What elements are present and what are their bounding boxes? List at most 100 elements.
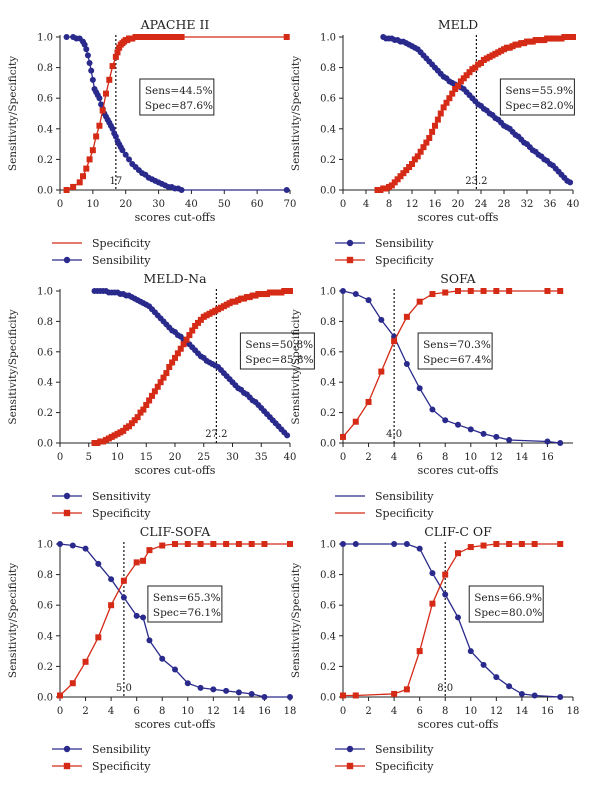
- data-point-specificity: [183, 336, 190, 343]
- y-tick-label: 0.0: [37, 439, 53, 450]
- y-tick-label: 0.4: [320, 124, 336, 135]
- data-point-specificity: [137, 409, 144, 416]
- annotation-sens: Sens=66.9%: [474, 592, 542, 604]
- y-axis-label: Sensitivity/Specificity: [7, 309, 19, 424]
- data-point-specificity: [146, 547, 153, 554]
- y-tick-label: 1.0: [320, 33, 336, 44]
- data-point-specificity: [391, 338, 398, 345]
- data-point-sensitivity: [82, 545, 89, 552]
- x-tick-label: 10: [181, 706, 194, 717]
- x-tick-label: 25: [197, 452, 210, 463]
- x-tick-label: 8: [159, 706, 165, 717]
- data-point-specificity: [397, 173, 404, 180]
- data-point-specificity: [455, 288, 461, 294]
- x-axis-label: scores cut-offs: [418, 211, 499, 224]
- x-tick-label: 6: [133, 706, 139, 717]
- x-tick-label: 16: [541, 452, 554, 463]
- data-point-specificity: [478, 60, 484, 67]
- data-point-specificity: [149, 392, 155, 399]
- y-tick-label: 0.4: [37, 124, 53, 135]
- data-point-specificity: [197, 541, 204, 547]
- data-point-specificity: [83, 165, 90, 172]
- annotation-spec: Spec=85.8%: [245, 354, 313, 366]
- y-tick-label: 0.0: [37, 693, 53, 704]
- data-point-specificity: [197, 316, 204, 323]
- data-point-sensitivity: [467, 426, 474, 433]
- data-point-specificity: [158, 34, 165, 40]
- data-point-sensitivity: [378, 316, 385, 323]
- annotation-spec: Spec=87.6%: [145, 100, 213, 112]
- data-point-specificity: [99, 107, 106, 114]
- data-point-specificity: [139, 34, 146, 40]
- series-line-sens: [342, 290, 561, 444]
- chart-title: CLIF-SOFA: [140, 524, 212, 539]
- data-point-specificity: [446, 95, 453, 102]
- data-point-specificity: [172, 34, 178, 40]
- data-point-sensitivity: [455, 614, 461, 621]
- annotation-sens: Sens=50.8%: [245, 339, 313, 351]
- data-point-sensitivity: [506, 436, 513, 443]
- data-point-specificity: [557, 541, 564, 547]
- data-point-specificity: [106, 76, 113, 83]
- data-point-specificity: [154, 383, 161, 390]
- data-point-specificity: [184, 541, 191, 547]
- data-point-specificity: [175, 34, 182, 40]
- data-point-sensitivity: [112, 133, 119, 140]
- y-tick-label: 0.0: [37, 186, 53, 197]
- x-tick-label: 12: [490, 452, 503, 463]
- y-tick-label: 0.8: [37, 570, 53, 581]
- chart-title: SOFA: [440, 271, 476, 286]
- data-point-specificity: [414, 153, 421, 160]
- x-tick-label: 20: [119, 199, 132, 210]
- legend-label: Specificity: [92, 507, 151, 520]
- data-point-specificity: [420, 144, 427, 151]
- x-axis-label: scores cut-offs: [418, 718, 499, 731]
- data-point-specificity: [165, 34, 172, 40]
- y-tick-label: 0.8: [37, 317, 53, 328]
- data-point-specificity: [531, 541, 538, 547]
- data-point-sensitivity: [86, 60, 93, 67]
- data-point-sensitivity: [261, 694, 268, 700]
- data-point-sensitivity: [69, 542, 76, 549]
- data-point-specificity: [140, 406, 147, 413]
- data-point-sensitivity: [223, 687, 230, 694]
- data-point-specificity: [340, 433, 346, 440]
- data-point-specificity: [128, 420, 135, 427]
- data-point-specificity: [70, 183, 77, 190]
- x-tick-label: 0: [57, 706, 63, 717]
- x-axis-label: scores cut-offs: [418, 464, 499, 477]
- data-point-specificity: [80, 173, 86, 180]
- x-tick-label: 10: [464, 706, 477, 717]
- y-tick-label: 0.2: [37, 662, 53, 673]
- chart-panel-2: MELD 0.0 0.2 0.4 0.6 0.8 1.0 0 4 8 12 16 20 24 28 32 36 4…: [290, 17, 579, 267]
- data-point-specificity: [168, 34, 175, 40]
- data-point-specificity: [403, 167, 410, 174]
- y-tick-label: 0.8: [320, 570, 336, 581]
- data-point-specificity: [480, 542, 487, 549]
- x-tick-label: 8: [442, 706, 448, 717]
- legend-marker-specificity: [346, 762, 354, 770]
- data-point-sensitivity: [210, 686, 217, 693]
- data-point-sensitivity: [480, 661, 487, 668]
- data-point-sensitivity: [83, 46, 90, 53]
- legend-marker-sensitivity: [63, 745, 71, 753]
- data-point-specificity: [223, 541, 230, 547]
- annotation-sens: Sens=70.3%: [423, 339, 491, 351]
- x-tick-label: 2: [365, 706, 371, 717]
- data-point-sensitivity: [172, 666, 178, 673]
- chart-title: APACHE II: [140, 17, 210, 32]
- data-point-specificity: [423, 139, 430, 146]
- data-point-sensitivity: [184, 680, 191, 687]
- data-point-specificity: [93, 133, 100, 140]
- data-point-specificity: [112, 53, 119, 60]
- data-point-specificity: [429, 600, 436, 607]
- x-tick-label: 0: [340, 452, 346, 463]
- annotation-spec: Spec=80.0%: [474, 607, 542, 619]
- x-tick-label: 8: [442, 452, 448, 463]
- data-point-specificity: [426, 134, 433, 141]
- data-point-specificity: [126, 423, 132, 430]
- x-tick-label: 40: [185, 199, 198, 210]
- data-point-sensitivity: [120, 594, 127, 601]
- x-tick-label: 12: [406, 199, 419, 210]
- legend-marker-specificity: [63, 762, 71, 770]
